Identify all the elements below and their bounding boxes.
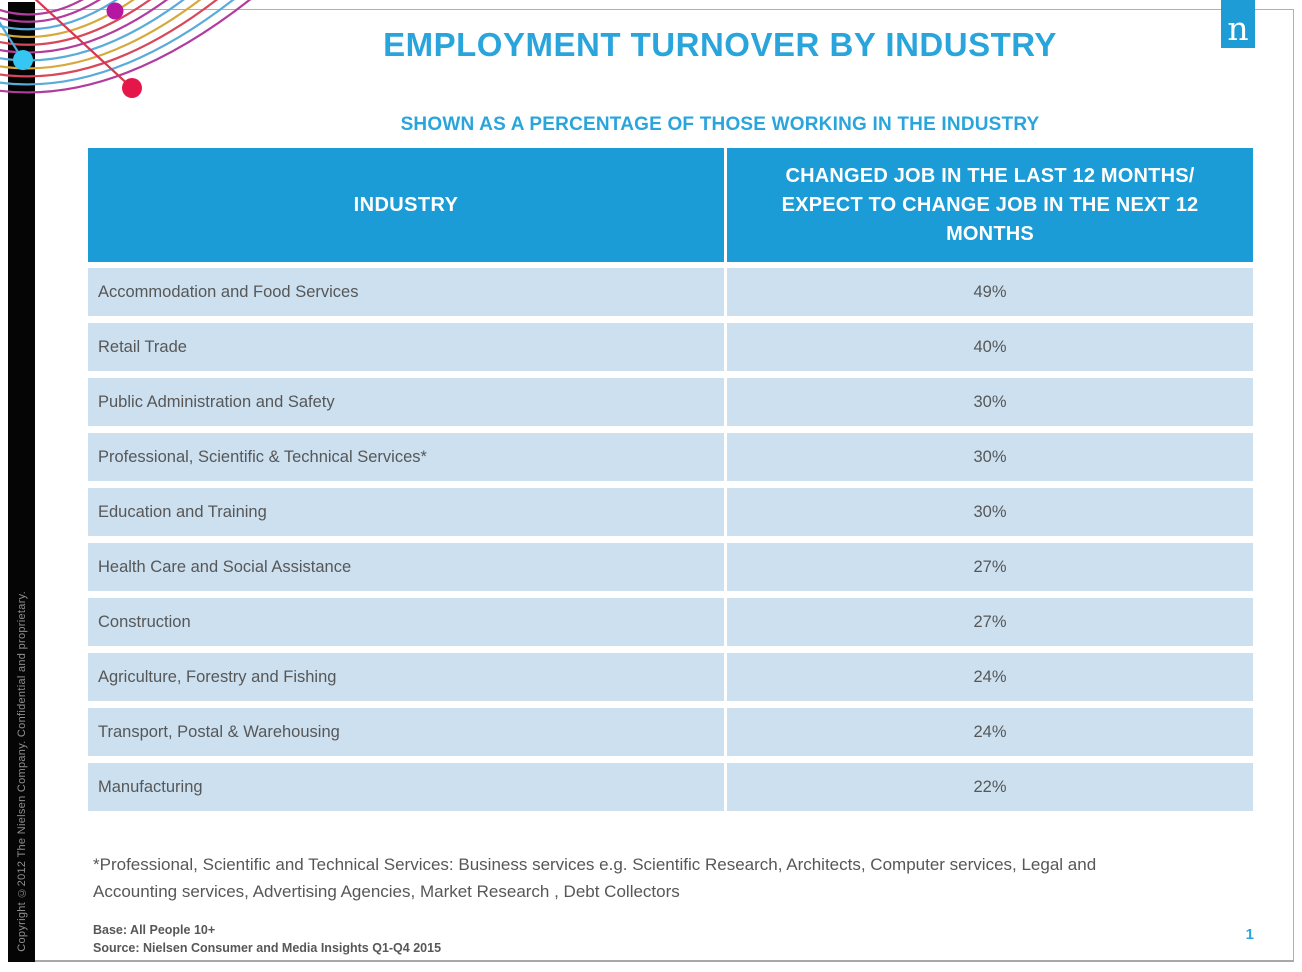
base-source-block: Base: All People 10+ Source: Nielsen Con… bbox=[93, 921, 441, 957]
value-cell: 30% bbox=[727, 378, 1253, 426]
table-header-row: INDUSTRY CHANGED JOB IN THE LAST 12 MONT… bbox=[88, 148, 1253, 262]
industry-cell: Professional, Scientific & Technical Ser… bbox=[88, 433, 724, 481]
industry-cell: Education and Training bbox=[88, 488, 724, 536]
table-row: Public Administration and Safety 30% bbox=[88, 378, 1253, 426]
table-row: Construction 27% bbox=[88, 598, 1253, 646]
nielsen-logo: n bbox=[1221, 0, 1255, 48]
industry-cell: Transport, Postal & Warehousing bbox=[88, 708, 724, 756]
footnote: *Professional, Scientific and Technical … bbox=[93, 855, 1097, 902]
column-header-changed-job: CHANGED JOB IN THE LAST 12 MONTHS/ EXPEC… bbox=[727, 148, 1253, 262]
table-row: Transport, Postal & Warehousing 24% bbox=[88, 708, 1253, 756]
table-row: Agriculture, Forestry and Fishing 24% bbox=[88, 653, 1253, 701]
value-cell: 27% bbox=[727, 543, 1253, 591]
page-title: EMPLOYMENT TURNOVER BY INDUSTRY bbox=[383, 26, 1057, 63]
table-row: Health Care and Social Assistance 27% bbox=[88, 543, 1253, 591]
value-cell: 24% bbox=[727, 653, 1253, 701]
value-cell: 30% bbox=[727, 488, 1253, 536]
nielsen-swoosh-decoration bbox=[0, 0, 252, 98]
value-cell: 49% bbox=[727, 268, 1253, 316]
page-number: 1 bbox=[1245, 926, 1254, 943]
table-row: Accommodation and Food Services 49% bbox=[88, 268, 1253, 316]
value-cell: 27% bbox=[727, 598, 1253, 646]
industry-cell: Agriculture, Forestry and Fishing bbox=[88, 653, 724, 701]
industry-cell: Public Administration and Safety bbox=[88, 378, 724, 426]
value-cell: 40% bbox=[727, 323, 1253, 371]
table-body: Accommodation and Food Services 49% Reta… bbox=[88, 268, 1253, 811]
table-row: Education and Training 30% bbox=[88, 488, 1253, 536]
industry-cell: Manufacturing bbox=[88, 763, 724, 811]
industry-cell: Retail Trade bbox=[88, 323, 724, 371]
value-cell: 22% bbox=[727, 763, 1253, 811]
value-cell: 30% bbox=[727, 433, 1253, 481]
copyright-text: Copyright ©2012 The Nielsen Company. Con… bbox=[15, 591, 28, 952]
industry-cell: Construction bbox=[88, 598, 724, 646]
column-header-industry: INDUSTRY bbox=[88, 148, 724, 262]
copyright-sidebar: Copyright ©2012 The Nielsen Company. Con… bbox=[8, 2, 35, 962]
turnover-table: INDUSTRY CHANGED JOB IN THE LAST 12 MONT… bbox=[88, 148, 1253, 818]
table-row: Manufacturing 22% bbox=[88, 763, 1253, 811]
source-line: Source: Nielsen Consumer and Media Insig… bbox=[93, 941, 442, 956]
table-row: Retail Trade 40% bbox=[88, 323, 1253, 371]
industry-cell: Accommodation and Food Services bbox=[88, 268, 724, 316]
base-line: Base: All People 10+ bbox=[93, 923, 216, 937]
value-cell: 24% bbox=[727, 708, 1253, 756]
page-subtitle: SHOWN AS A PERCENTAGE OF THOSE WORKING I… bbox=[400, 114, 1040, 135]
industry-cell: Health Care and Social Assistance bbox=[88, 543, 724, 591]
nielsen-logo-letter: n bbox=[1227, 9, 1249, 48]
table-row: Professional, Scientific & Technical Ser… bbox=[88, 433, 1253, 481]
